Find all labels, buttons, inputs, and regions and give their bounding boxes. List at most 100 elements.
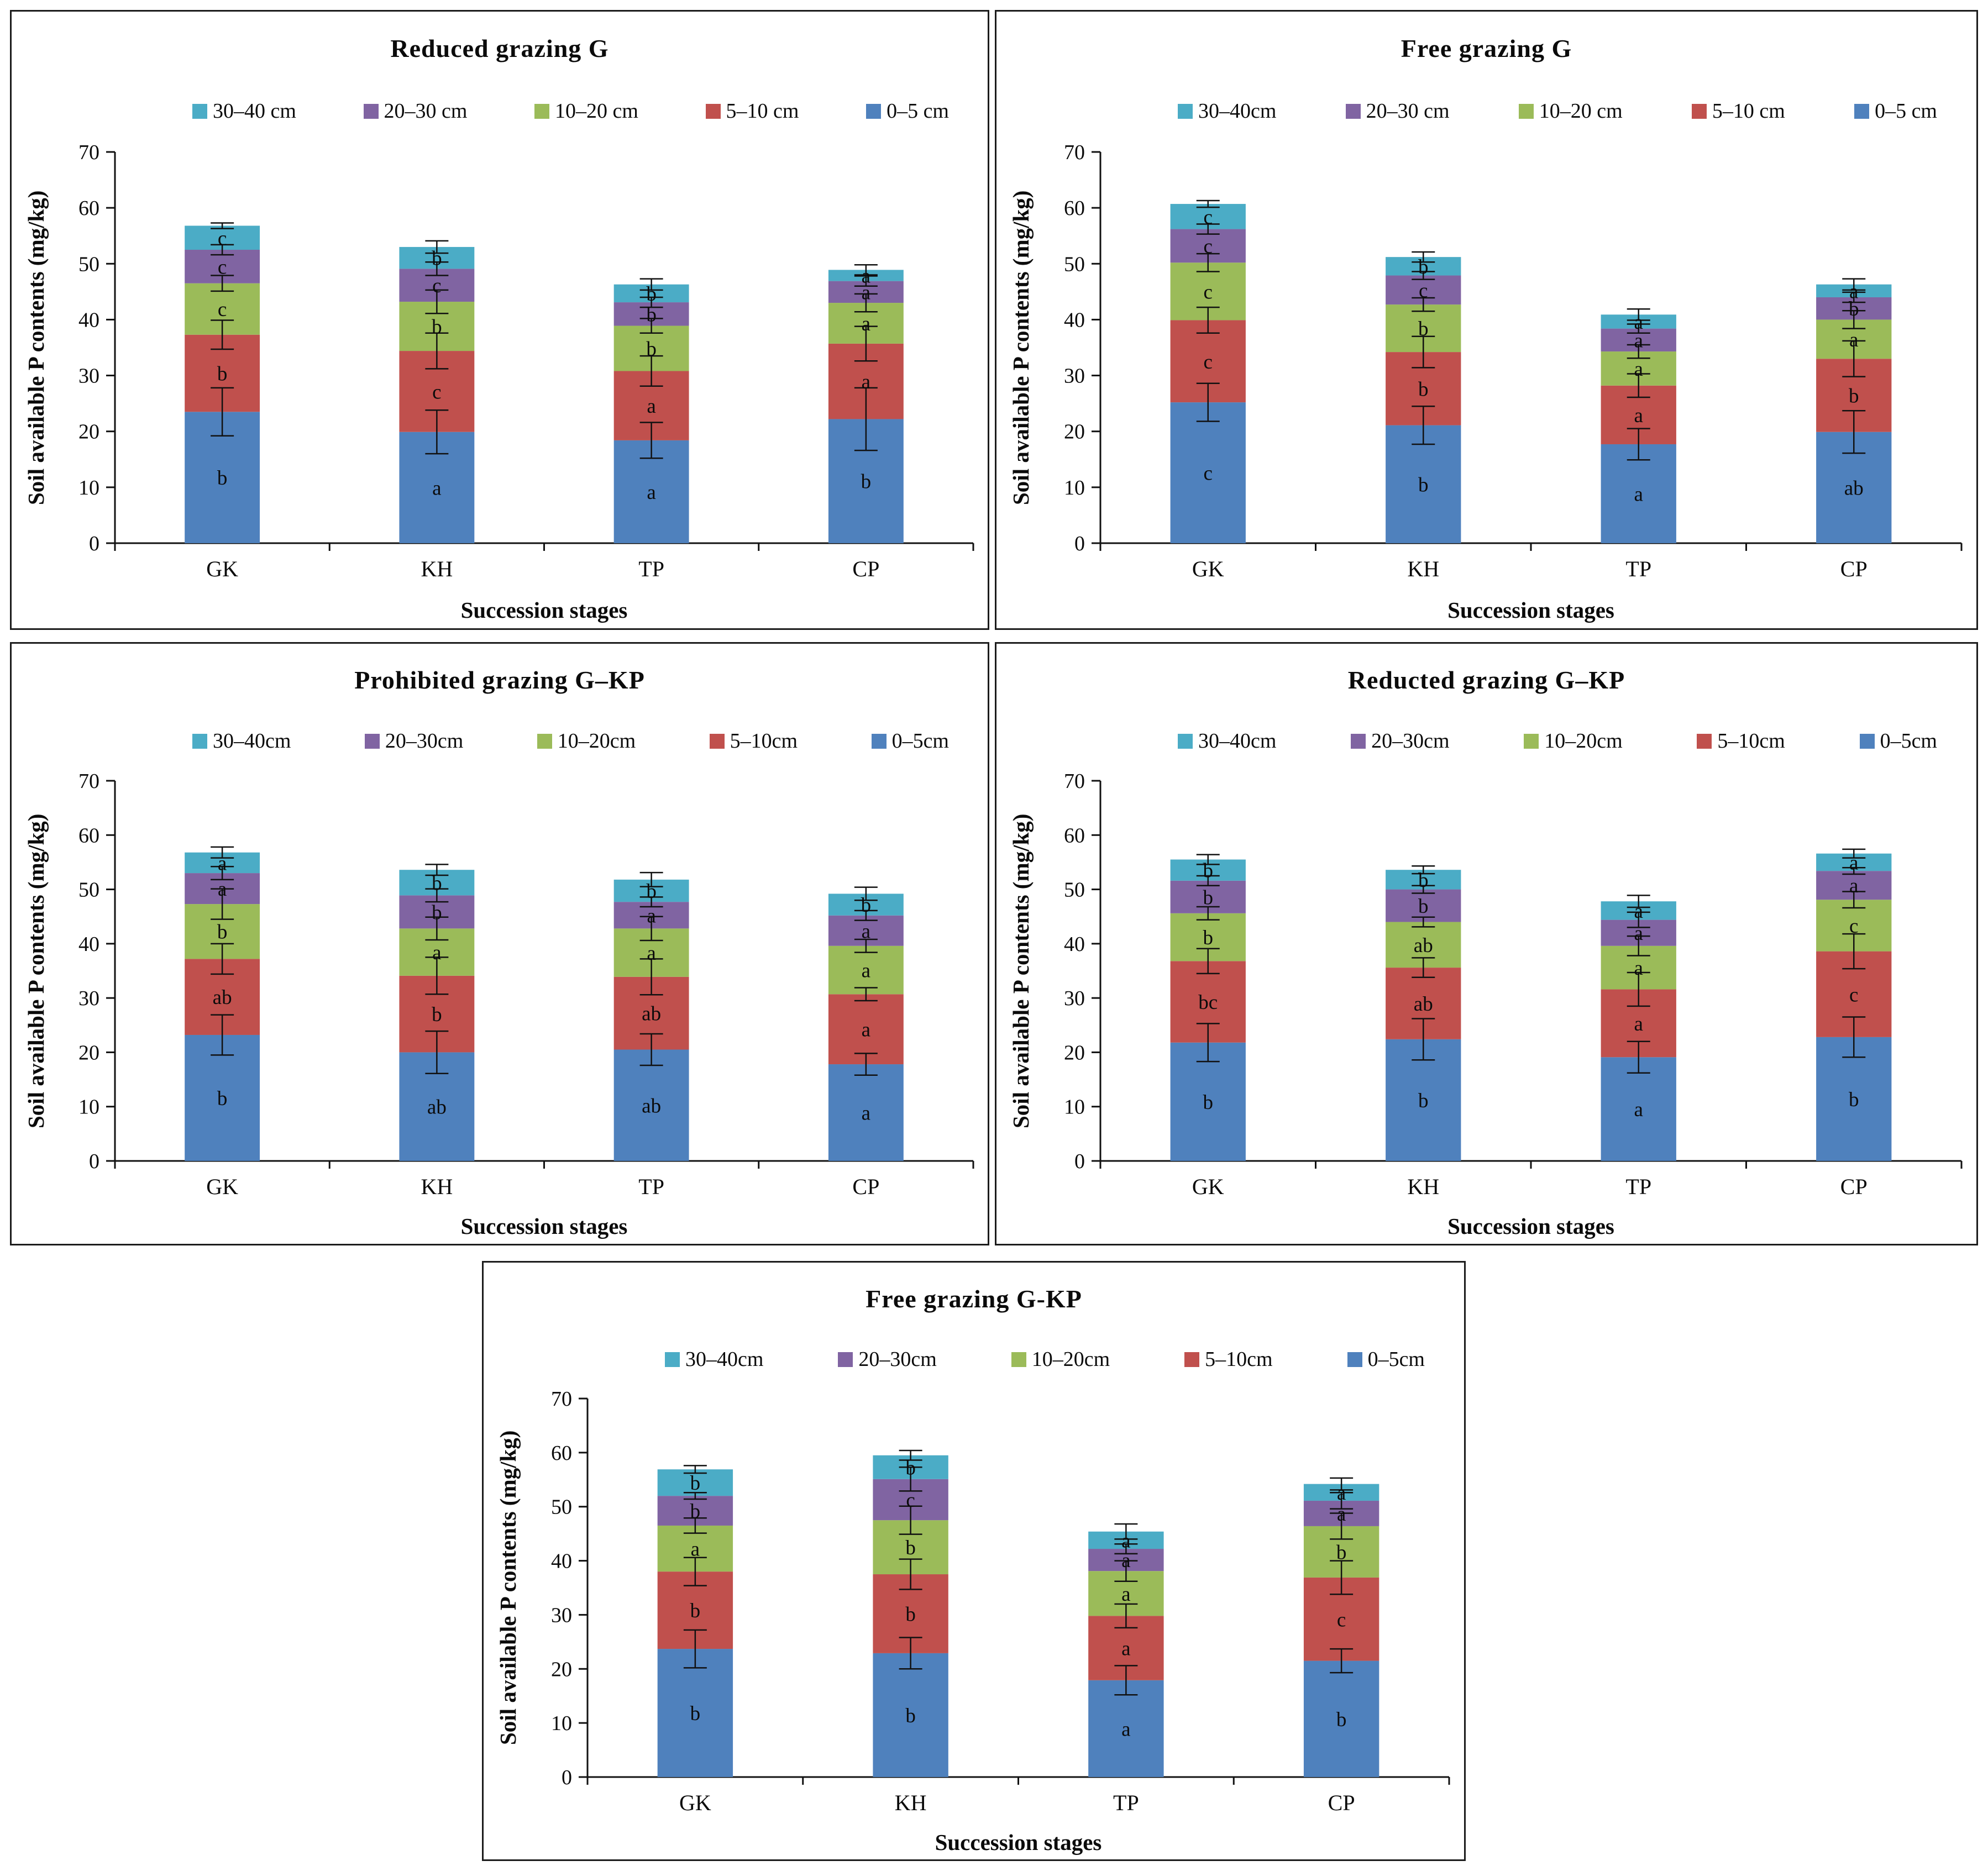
significance-letter: b (1418, 378, 1429, 401)
bar-segment (657, 1649, 733, 1777)
significance-letter: a (432, 942, 441, 964)
y-tick-label: 50 (1064, 253, 1085, 276)
y-tick-label: 50 (551, 1496, 572, 1519)
y-tick-label: 0 (1074, 1150, 1085, 1173)
significance-letter: a (862, 960, 870, 982)
significance-letter: ab (1844, 477, 1864, 500)
legend-swatch (534, 103, 550, 119)
y-tick-label: 60 (78, 197, 99, 220)
legend-item: 30–40 cm (192, 99, 296, 123)
legend-label: 5–10cm (1717, 729, 1785, 753)
y-tick-label: 10 (1064, 476, 1085, 500)
significance-letter: a (1337, 1503, 1346, 1526)
significance-letter: a (1121, 1549, 1130, 1572)
category-label: GK (679, 1790, 711, 1815)
significance-letter: b (432, 1003, 442, 1026)
bar-segment (828, 945, 904, 995)
legend-swatch (705, 103, 721, 119)
legend-item: 0–5cm (871, 729, 949, 753)
category-label: KH (421, 556, 453, 581)
significance-letter: a (862, 1019, 870, 1042)
y-tick-label: 30 (551, 1604, 572, 1627)
significance-letter: b (905, 1457, 916, 1479)
significance-letter: a (1121, 1529, 1130, 1552)
significance-letter: c (432, 275, 441, 297)
legend-item: 20–30cm (364, 729, 463, 753)
legend-label: 20–30cm (1371, 729, 1450, 753)
bar-segment (828, 1064, 904, 1161)
significance-letter: c (1204, 235, 1213, 258)
y-tick-label: 60 (78, 824, 99, 847)
category-label: KH (1407, 1174, 1439, 1199)
legend-item: 10–20cm (1011, 1347, 1110, 1371)
category-label: TP (1113, 1790, 1139, 1815)
y-tick-label: 60 (551, 1442, 572, 1465)
y-tick-label: 20 (551, 1658, 572, 1681)
significance-letter: a (1121, 1718, 1130, 1741)
y-tick-label: 60 (1064, 197, 1085, 220)
significance-letter: b (432, 316, 442, 339)
category-label: GK (1192, 1174, 1224, 1199)
legend-item: 5–10 cm (705, 99, 799, 123)
category-label: CP (852, 556, 879, 581)
y-tick-label: 60 (1064, 824, 1085, 847)
y-tick-label: 40 (78, 933, 99, 956)
category-label: TP (1625, 556, 1651, 581)
y-tick-label: 10 (78, 1096, 99, 1119)
chart-legend: 30–40cm 20–30cm 10–20cm 5–10cm 0–5cm (192, 729, 949, 753)
legend-swatch (1178, 103, 1193, 119)
category-label: GK (206, 1174, 238, 1199)
legend-swatch (363, 103, 379, 119)
significance-letter: c (1204, 206, 1213, 229)
significance-letter: b (646, 338, 657, 361)
significance-letter: c (432, 381, 441, 403)
significance-letter: ab (1414, 993, 1433, 1016)
legend-swatch (537, 733, 552, 749)
y-tick-label: 0 (1074, 532, 1085, 555)
y-tick-label: 50 (78, 879, 99, 902)
bar-segment (1303, 1660, 1379, 1777)
legend-label: 30–40cm (1198, 729, 1277, 753)
legend-swatch (1518, 103, 1534, 119)
significance-letter: ab (1414, 934, 1433, 957)
y-tick-label: 30 (1064, 365, 1085, 388)
legend-label: 30–40cm (685, 1348, 764, 1371)
category-label: TP (638, 1174, 664, 1199)
bar-segment (613, 1049, 689, 1161)
significance-letter: b (1336, 1709, 1347, 1731)
x-axis-title: Succession stages (460, 597, 628, 623)
significance-letter: b (905, 1603, 916, 1626)
significance-letter: a (647, 905, 655, 927)
category-label: CP (852, 1174, 879, 1199)
significance-letter: c (218, 256, 227, 278)
significance-letter: a (862, 265, 870, 288)
significance-letter: b (217, 1087, 228, 1110)
legend-label: 30–40cm (213, 729, 291, 753)
legend-swatch (364, 733, 380, 749)
y-tick-label: 30 (78, 365, 99, 388)
legend-label: 10–20 cm (1539, 99, 1623, 123)
legend-label: 5–10cm (730, 729, 798, 753)
significance-letter: a (647, 395, 655, 418)
y-tick-label: 50 (1064, 879, 1085, 902)
significance-letter: c (1204, 351, 1213, 374)
legend-item: 10–20cm (537, 729, 636, 753)
significance-letter: c (1849, 915, 1858, 938)
significance-letter: c (906, 1489, 915, 1512)
x-axis-title: Succession stages (1447, 1213, 1614, 1239)
significance-letter: a (862, 920, 870, 943)
y-tick-label: 0 (89, 532, 99, 555)
legend-label: 10–20cm (1544, 729, 1623, 753)
y-tick-label: 30 (1064, 987, 1085, 1010)
significance-letter: a (1849, 875, 1858, 897)
legend-label: 5–10 cm (726, 99, 799, 123)
category-label: TP (1625, 1174, 1651, 1199)
significance-letter: a (1634, 404, 1643, 427)
category-label: TP (638, 556, 664, 581)
legend-label: 0–5 cm (1875, 99, 1937, 123)
bar-segment (873, 1653, 948, 1777)
significance-letter: a (432, 477, 441, 500)
significance-letter: a (1634, 1098, 1643, 1121)
significance-letter: a (218, 852, 227, 875)
